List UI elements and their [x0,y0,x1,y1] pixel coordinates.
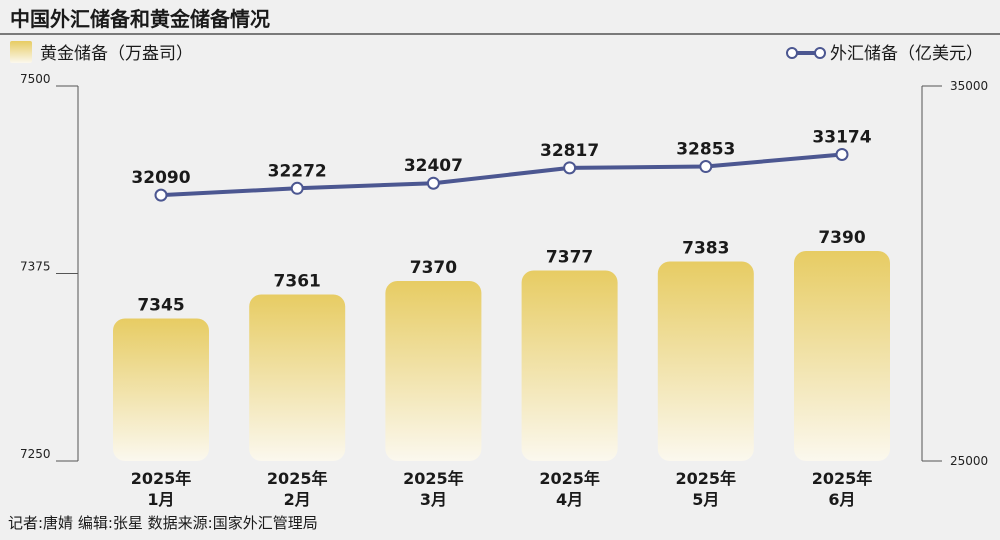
bar-value-labels: 7345 7361 7370 7377 7383 7390 [137,228,865,316]
legend-forex-label: 外汇储备（亿美元） [830,44,983,64]
gold-bar [794,251,890,461]
forex-point [154,188,168,202]
x-axis-category-label: 6月 [828,490,855,509]
x-axis-category-label: 3月 [420,490,447,509]
forex-point [835,147,849,161]
gold-bar [113,318,209,461]
x-axis-category-label: 2025年 [267,469,328,488]
x-axis-category-label: 2025年 [676,469,737,488]
x-axis-category-label: 2025年 [539,469,600,488]
gold-bar-value: 7390 [818,228,865,248]
gold-bar-value: 7361 [274,272,321,292]
forex-line [160,152,843,198]
legend-forex-marker [786,47,798,59]
forex-point-value: 32817 [540,141,599,161]
forex-point-value: 32272 [268,161,327,181]
gold-bar [657,261,754,461]
right-axis-tick-label: 25000 [950,454,988,468]
line-series [154,147,849,202]
gold-bar-value: 7345 [137,296,184,316]
x-axis-category-label: 2025年 [403,469,464,488]
footer-credits: 记者:唐婧 编辑:张星 数据来源:国家外汇管理局 [8,514,318,532]
gold-bar-value: 7383 [682,239,729,259]
forex-point [699,160,713,174]
x-axis-category-label: 4月 [556,490,583,509]
forex-point-value: 32407 [404,156,463,176]
gold-bar [249,294,346,461]
legend-gold: 黄金储备（万盎司） [10,41,193,64]
forex-point [563,161,577,175]
gold-bar-value: 7377 [546,248,593,268]
left-axis-tick-label: 7500 [20,72,51,86]
x-axis-category-label: 2025年 [812,469,873,488]
chart-title: 中国外汇储备和黄金储备情况 [10,7,270,31]
gold-bar-value: 7370 [410,258,457,278]
forex-point [290,181,304,195]
x-axis-category-label: 2025年 [131,469,192,488]
left-axis: 7250 7375 7500 [20,72,79,462]
forex-point [426,176,440,190]
x-axis-category-label: 2月 [284,490,311,509]
forex-point-value: 33174 [812,127,871,147]
right-axis: 25000 35000 [921,79,988,468]
right-axis-tick-label: 35000 [950,79,988,93]
legend-gold-swatch [10,41,32,63]
forex-point-value: 32853 [676,140,735,160]
x-axis-category-label: 5月 [692,490,719,509]
line-value-labels: 32090 32272 32407 32817 32853 33174 [131,127,871,188]
gold-bar [385,281,482,461]
legend-forex: 外汇储备（亿美元） [786,44,983,64]
x-axis-category-label: 1月 [147,490,174,509]
legend-forex-marker [814,47,826,59]
gold-bar [521,270,618,461]
bar-series [113,251,890,461]
left-axis-tick-label: 7250 [20,447,51,461]
x-axis-labels: 2025年 1月 2025年 2月 2025年 3月 2025年 4月 2025年 5月 2025年… [131,469,873,509]
legend-gold-label: 黄金储备（万盎司） [40,44,193,64]
forex-point-value: 32090 [131,168,190,188]
left-axis-tick-label: 7375 [20,260,51,274]
